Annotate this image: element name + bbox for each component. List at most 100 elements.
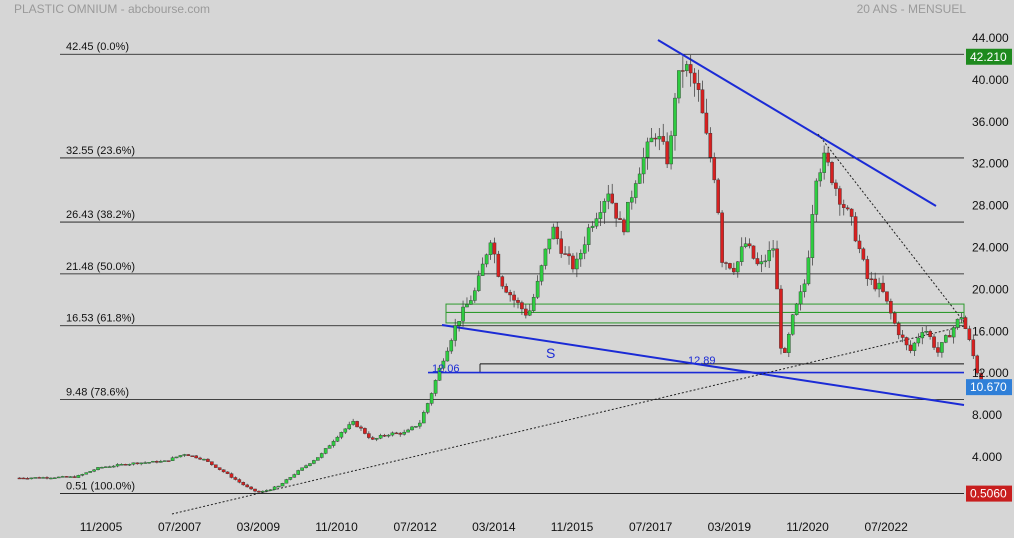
candle-up <box>29 477 34 480</box>
chart-period: 20 ANS - MENSUEL <box>857 2 967 16</box>
candle-up <box>912 342 917 351</box>
candle-down <box>928 331 932 337</box>
x-tick-label: 07/2022 <box>864 520 908 534</box>
candle-up <box>626 201 630 233</box>
candle-down <box>17 477 22 480</box>
candle-up <box>955 318 960 328</box>
candle-up <box>284 479 289 484</box>
candle-up <box>594 218 599 227</box>
candle-down <box>563 253 567 255</box>
candle-up <box>76 475 81 478</box>
candle-down <box>857 240 862 250</box>
candle-down <box>936 347 940 353</box>
fibonacci-levels: 42.45 (0.0%) 32.55 (23.6%) 26.43 (38.2%) 21… <box>60 41 964 494</box>
candle-down <box>700 89 705 114</box>
candle-up <box>684 64 689 72</box>
candle-down <box>64 476 69 478</box>
candle-up <box>174 456 179 459</box>
candle-down <box>45 477 49 479</box>
candle-down <box>779 288 783 349</box>
candle-up <box>578 253 583 260</box>
candle-up <box>798 291 803 305</box>
candle-up <box>327 445 332 449</box>
candle-down <box>732 267 736 273</box>
candle-up <box>418 422 422 427</box>
candle-down <box>249 486 253 490</box>
candle-down <box>559 238 563 254</box>
candle-up <box>288 477 293 480</box>
last-price-badge-text: 10.670 <box>970 380 1007 394</box>
candle-up <box>453 325 457 341</box>
candle-up <box>300 467 304 471</box>
candle-up <box>316 457 320 461</box>
candle-down <box>398 432 403 435</box>
candle-down <box>661 136 666 142</box>
candle-down <box>692 72 697 84</box>
candle-down <box>971 339 976 357</box>
candle-down <box>885 291 889 302</box>
candle-up <box>794 303 799 315</box>
candle-down <box>520 302 524 310</box>
candle-down <box>704 112 709 134</box>
candle-down <box>241 482 246 486</box>
candle-down <box>889 300 893 314</box>
candle-up <box>527 310 532 316</box>
candle-down <box>751 245 756 259</box>
candle-down <box>830 162 834 184</box>
candle-down <box>618 218 622 220</box>
fib-label: 16.53 (61.8%) <box>66 313 135 325</box>
candle-up <box>264 490 269 492</box>
candle-up <box>351 421 355 425</box>
candle-up <box>457 321 461 326</box>
candle-up <box>449 340 454 352</box>
candle-up <box>268 489 273 491</box>
candle-up <box>586 227 591 245</box>
candle-up <box>633 183 638 198</box>
fib-label: 21.48 (50.0%) <box>66 261 135 273</box>
candle-down <box>728 263 732 269</box>
candle-down <box>367 433 371 438</box>
candle-up <box>60 476 65 478</box>
candle-up <box>429 393 434 404</box>
candle-up <box>465 304 469 308</box>
x-tick-label: 07/2007 <box>158 520 202 534</box>
candle-down <box>355 421 359 428</box>
candle-up <box>115 464 120 467</box>
y-tick-label: 36.000 <box>972 115 1009 129</box>
candle-up <box>406 429 410 433</box>
candle-up <box>802 283 807 292</box>
y-tick-label: 24.000 <box>972 241 1009 255</box>
candle-up <box>437 367 442 381</box>
x-axis-ticks: 11/2005 07/2007 03/2009 11/2010 07/2012 03/20… <box>80 520 908 534</box>
candle-down <box>622 219 626 233</box>
candle-down <box>504 286 509 293</box>
x-tick-label: 11/2005 <box>80 520 123 534</box>
candle-up <box>151 461 155 463</box>
candle-down <box>123 464 128 466</box>
candle-down <box>881 282 885 292</box>
candle-down <box>492 242 497 255</box>
level-annotation-right: 12.89 <box>688 355 716 367</box>
candle-up <box>637 173 642 184</box>
candle-down <box>610 193 614 204</box>
candle-up <box>272 486 277 490</box>
x-tick-label: 11/2015 <box>551 520 594 534</box>
s-annotation: S <box>546 345 555 361</box>
candle-up <box>539 265 544 282</box>
y-tick-label: 16.000 <box>972 324 1009 338</box>
candle-up <box>767 250 771 262</box>
candle-down <box>221 469 226 473</box>
candle-up <box>139 462 143 465</box>
candle-up <box>787 334 791 353</box>
candle-down <box>853 216 858 242</box>
candle-down <box>904 337 909 346</box>
candle-up <box>331 441 336 446</box>
candle-up <box>147 462 151 464</box>
candle-up <box>645 141 650 158</box>
candle-down <box>653 137 658 140</box>
candle-up <box>276 485 281 488</box>
candle-down <box>524 308 528 316</box>
candle-down <box>932 336 936 348</box>
candle-down <box>708 133 713 158</box>
candle-up <box>441 360 446 369</box>
